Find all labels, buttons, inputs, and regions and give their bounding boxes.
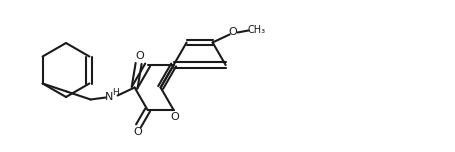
Text: O: O — [135, 52, 144, 62]
Text: O: O — [133, 127, 142, 137]
Text: H: H — [112, 88, 119, 97]
Text: N: N — [104, 92, 112, 102]
Text: O: O — [228, 28, 237, 37]
Text: CH₃: CH₃ — [247, 26, 265, 35]
Text: O: O — [170, 112, 179, 122]
